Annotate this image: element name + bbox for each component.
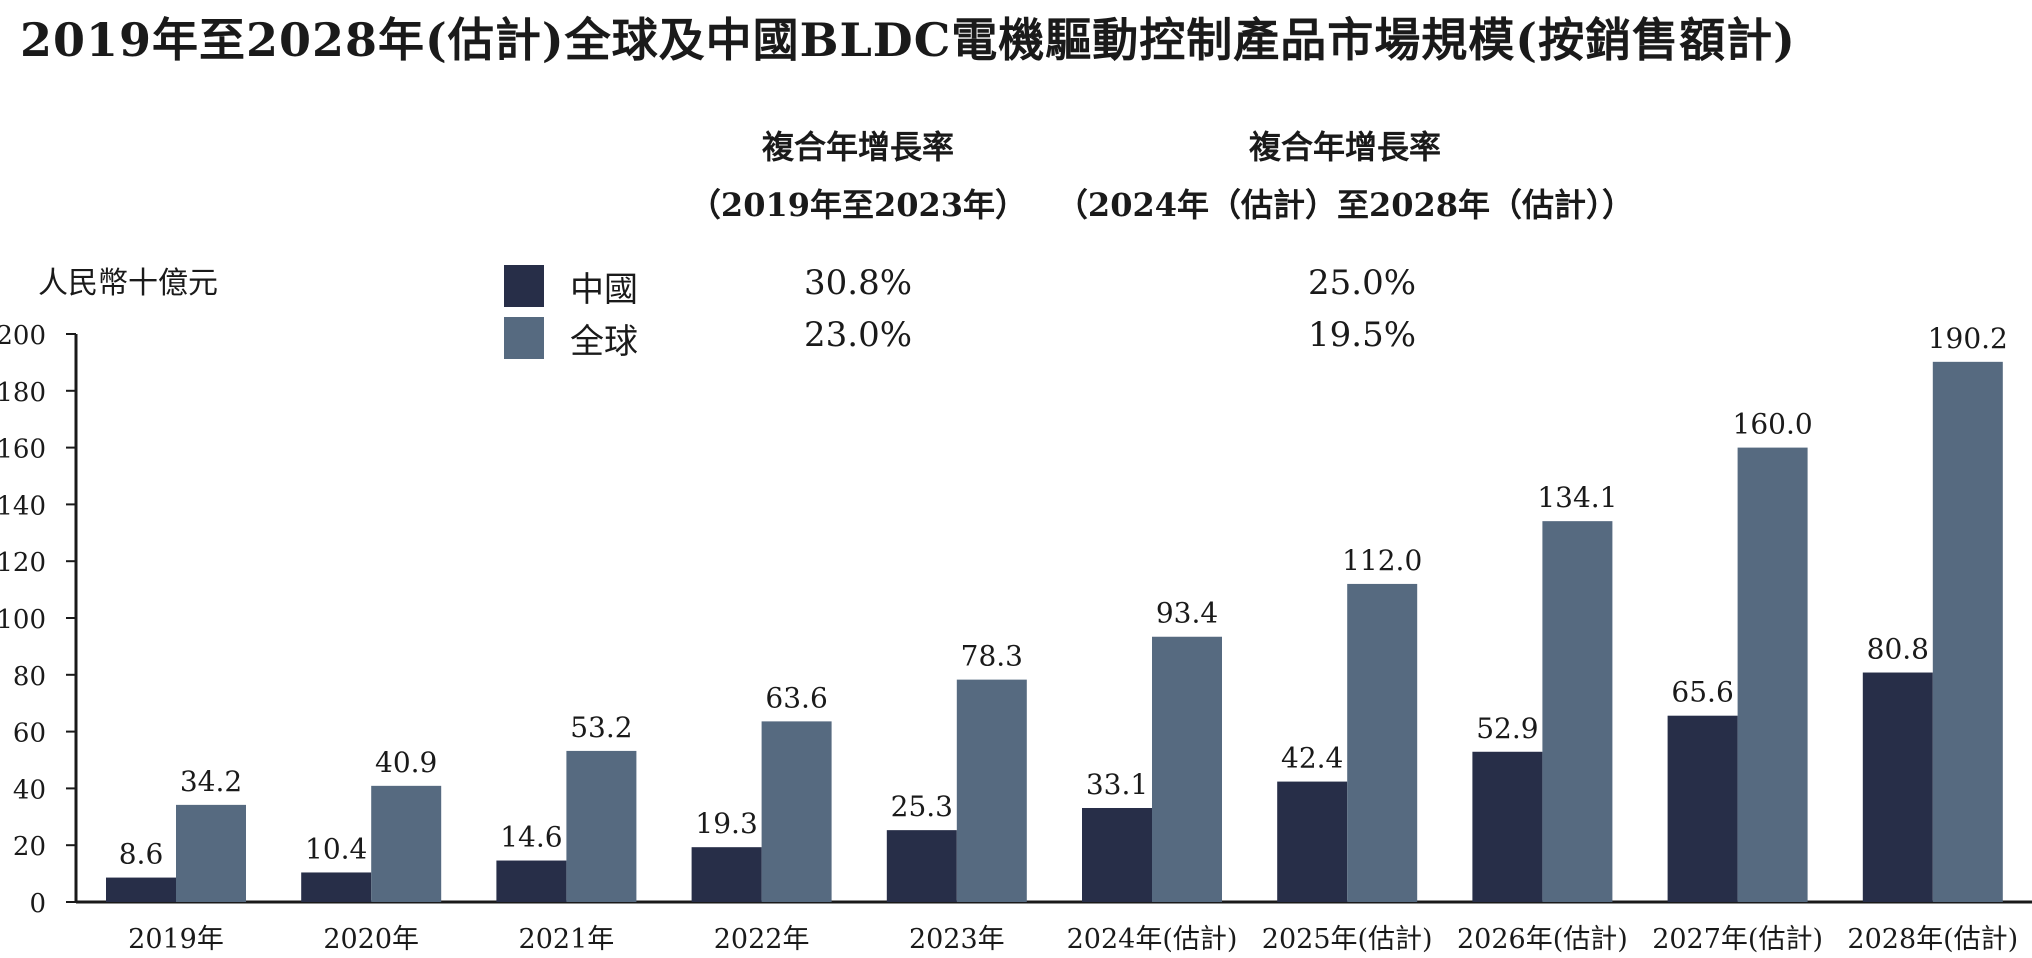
value-label-china: 33.1 bbox=[1086, 768, 1148, 801]
x-tick-label: 2023年 bbox=[909, 924, 1005, 955]
bar-china bbox=[301, 872, 372, 902]
y-tick-label: 60 bbox=[13, 719, 46, 749]
value-label-china: 52.9 bbox=[1476, 712, 1538, 745]
y-tick-label: 160 bbox=[0, 435, 46, 465]
value-label-china: 42.4 bbox=[1281, 742, 1343, 775]
x-tick-label: 2027年(估計) bbox=[1652, 924, 1823, 955]
bar-global bbox=[176, 804, 246, 902]
x-tick-label: 2024年(估計) bbox=[1067, 924, 1238, 955]
bar-global bbox=[1347, 583, 1418, 902]
bar-global bbox=[1542, 521, 1613, 902]
value-label-global: 78.3 bbox=[961, 640, 1023, 673]
value-label-china: 25.3 bbox=[891, 790, 953, 823]
cagr-heading-2: 複合年增長率 bbox=[1248, 128, 1441, 166]
y-tick-label: 100 bbox=[0, 605, 46, 635]
value-label-china: 10.4 bbox=[305, 832, 367, 865]
cagr-header-period-2: 複合年增長率 （2024年（估計）至2028年（估計）） bbox=[1055, 118, 1635, 234]
value-label-global: 160.0 bbox=[1733, 408, 1813, 441]
value-label-global: 40.9 bbox=[375, 746, 437, 779]
legend-label-china: 中國 bbox=[570, 269, 638, 310]
y-tick-label: 140 bbox=[0, 491, 46, 521]
chart-title: 2019年至2028年(估計)全球及中國BLDC電機驅動控制產品市場規模(按銷售… bbox=[20, 13, 1796, 67]
x-tick-label: 2026年(估計) bbox=[1457, 924, 1628, 955]
x-tick-label: 2021年 bbox=[519, 924, 615, 955]
value-label-china: 80.8 bbox=[1867, 633, 1929, 666]
bar-global bbox=[956, 679, 1027, 902]
value-label-global: 134.1 bbox=[1537, 481, 1617, 514]
x-tick-label: 2022年 bbox=[714, 924, 810, 955]
cagr-global-period-1: 23.0% bbox=[804, 315, 913, 355]
bar-china bbox=[691, 847, 762, 902]
y-tick-label: 200 bbox=[0, 321, 46, 351]
bar-china bbox=[106, 877, 176, 902]
value-label-global: 53.2 bbox=[570, 711, 632, 744]
bar-china bbox=[886, 830, 957, 902]
bar-global bbox=[1737, 447, 1808, 902]
y-tick-label: 40 bbox=[13, 775, 46, 805]
cagr-china-period-2: 25.0% bbox=[1308, 263, 1417, 303]
bar-global bbox=[566, 750, 637, 902]
value-label-global: 34.2 bbox=[180, 765, 242, 798]
value-label-global: 112.0 bbox=[1342, 544, 1422, 577]
bar-global bbox=[1932, 361, 2003, 902]
bar-china bbox=[496, 860, 567, 902]
cagr-header-period-1: 複合年增長率 （2019年至2023年） bbox=[688, 118, 1028, 234]
value-label-global: 63.6 bbox=[765, 681, 827, 714]
y-tick-label: 20 bbox=[13, 832, 46, 862]
bar-global bbox=[1152, 636, 1222, 902]
legend-item-global: 全球 bbox=[504, 314, 638, 362]
y-tick-label: 80 bbox=[13, 662, 46, 692]
y-tick-label: 180 bbox=[0, 378, 46, 408]
value-label-china: 14.6 bbox=[500, 821, 562, 854]
value-label-china: 19.3 bbox=[695, 807, 757, 840]
legend-swatch-global bbox=[504, 317, 544, 359]
x-tick-label: 2028年(估計) bbox=[1847, 924, 2018, 955]
value-label-china: 8.6 bbox=[119, 838, 164, 871]
legend-label-global: 全球 bbox=[570, 321, 638, 362]
bar-china bbox=[1667, 715, 1738, 902]
value-label-global: 190.2 bbox=[1928, 322, 2008, 355]
x-tick-label: 2020年 bbox=[323, 924, 419, 955]
bar-china bbox=[1277, 781, 1348, 902]
y-axis-unit-label: 人民幣十億元 bbox=[38, 266, 218, 301]
cagr-global-period-2: 19.5% bbox=[1308, 315, 1417, 355]
y-tick-label: 0 bbox=[29, 889, 46, 919]
value-label-global: 93.4 bbox=[1156, 597, 1218, 630]
bar-global bbox=[371, 785, 442, 902]
bar-china bbox=[1082, 807, 1152, 902]
legend-item-china: 中國 bbox=[504, 262, 638, 310]
legend-swatch-china bbox=[504, 265, 544, 307]
cagr-heading-1: 複合年增長率 bbox=[761, 128, 954, 166]
cagr-china-period-1: 30.8% bbox=[804, 263, 913, 303]
bar-china bbox=[1862, 672, 1933, 902]
bar-global bbox=[761, 721, 832, 902]
x-tick-label: 2019年 bbox=[128, 924, 224, 955]
cagr-range-1: （2019年至2023年） bbox=[688, 186, 1028, 224]
x-tick-label: 2025年(估計) bbox=[1262, 924, 1433, 955]
cagr-range-2: （2024年（估計）至2028年（估計）） bbox=[1055, 186, 1635, 224]
bar-china bbox=[1472, 751, 1543, 902]
y-tick-label: 120 bbox=[0, 548, 46, 578]
value-label-china: 65.6 bbox=[1671, 676, 1733, 709]
